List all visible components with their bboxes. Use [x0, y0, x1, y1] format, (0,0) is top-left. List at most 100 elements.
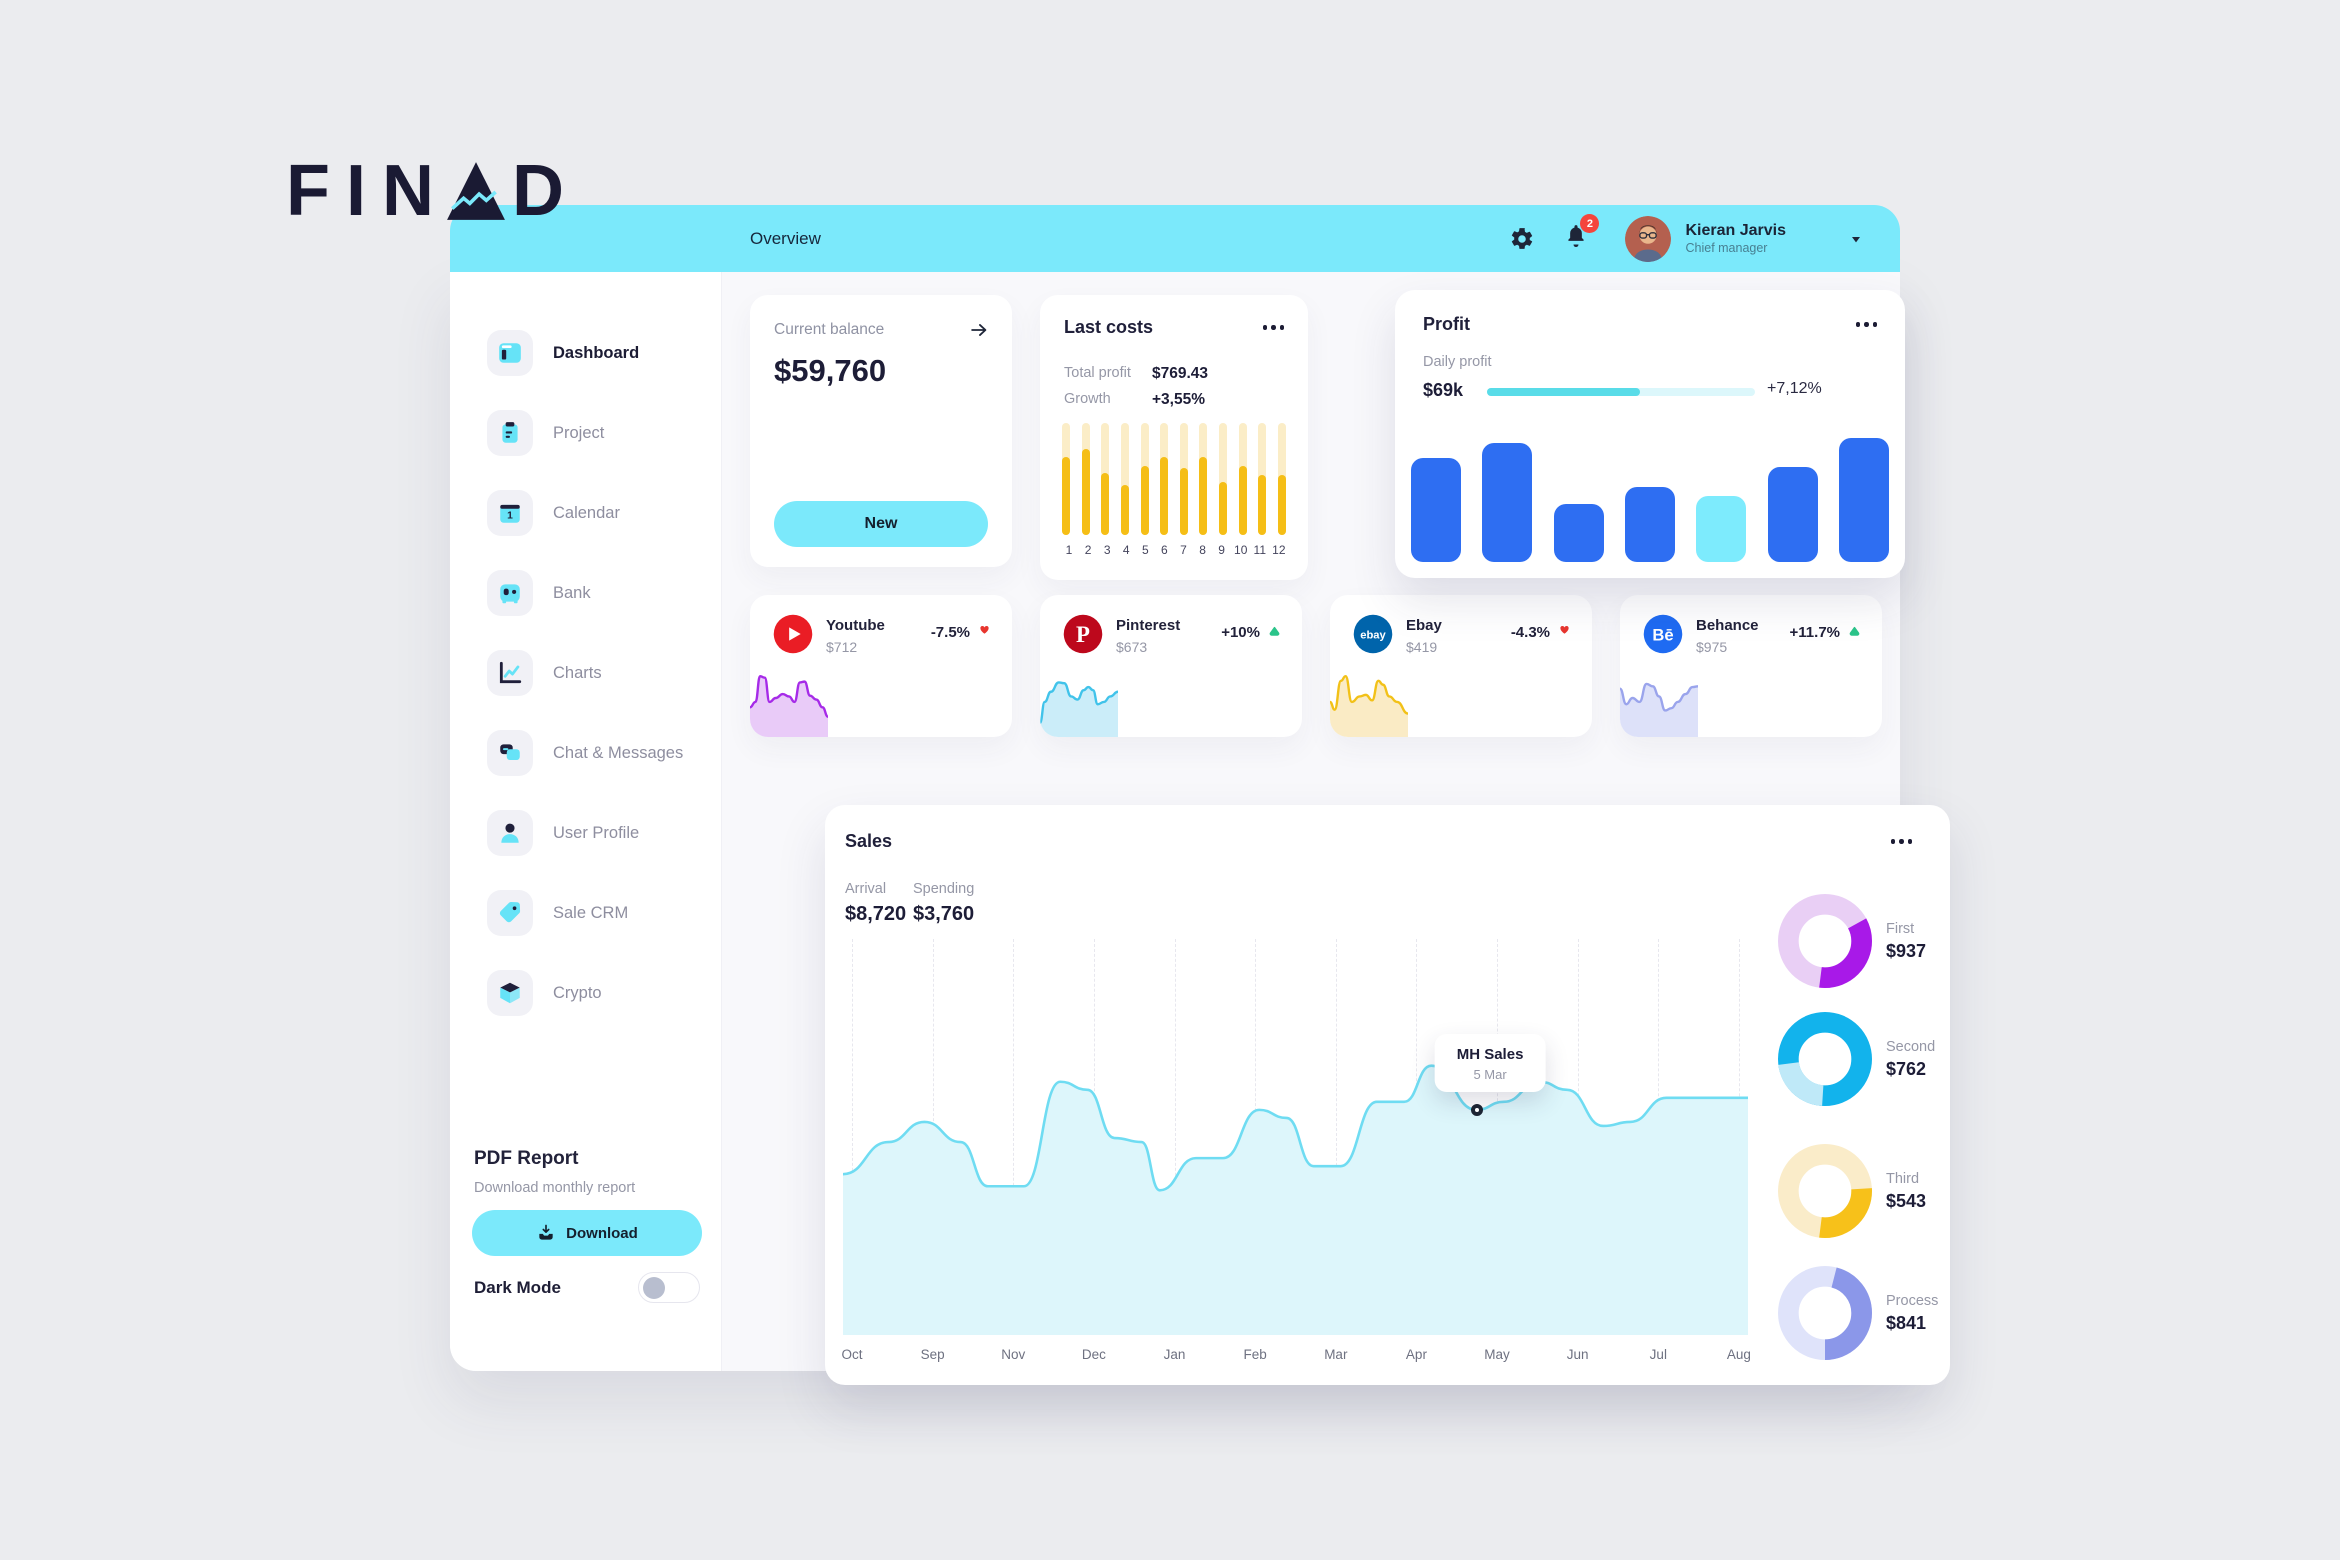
profit-bar: [1838, 437, 1889, 562]
user-role: Chief manager: [1685, 240, 1768, 255]
dark-mode-label: Dark Mode: [474, 1278, 561, 1297]
sidebar-item-dashboard[interactable]: Dashboard: [450, 330, 721, 376]
behance-icon: Bē: [1642, 613, 1684, 655]
cost-bar: [1238, 423, 1247, 535]
page-title: Overview: [750, 228, 821, 248]
profit-bar: [1482, 443, 1533, 562]
ebay-stat-card[interactable]: ebay Ebay $419 -4.3%: [1330, 595, 1592, 737]
profit-progress-fill: [1487, 388, 1640, 396]
grid-line: [1013, 939, 1015, 1335]
current-balance-card: Current balance $59,760 New: [750, 295, 1012, 567]
svg-text:ebay: ebay: [1360, 630, 1386, 642]
profit-progress-bar: [1487, 388, 1755, 396]
sparkline-chart: [1620, 659, 1698, 737]
calendar-icon: 1: [487, 490, 533, 536]
donut-label: Third: [1886, 1170, 1920, 1187]
stat-value: $975: [1696, 639, 1728, 655]
topbar-actions: 2 Kieran Jarvis: [1509, 214, 1864, 262]
profit-bar: [1624, 486, 1675, 562]
sidebar-item-label: Bank: [553, 583, 591, 602]
growth-value: +3,55%: [1152, 391, 1206, 408]
sidebar-item-crypto[interactable]: Crypto: [450, 970, 721, 1016]
trend-up-icon: [1267, 623, 1282, 642]
month-label: Nov: [1001, 1347, 1026, 1362]
download-button[interactable]: Download: [472, 1210, 702, 1256]
sidebar-item-label: Chat & Messages: [553, 743, 684, 762]
svg-text:P: P: [1076, 622, 1090, 647]
balance-title: Current balance: [774, 321, 885, 338]
stat-value: $673: [1116, 639, 1148, 655]
dark-mode-toggle[interactable]: [638, 1272, 700, 1303]
sales-area-chart: MH Sales 5 Mar: [843, 933, 1748, 1335]
user-menu[interactable]: Kieran Jarvis Chief manager: [1685, 221, 1786, 257]
growth-label: Growth: [1064, 391, 1111, 407]
sidebar-item-label: Crypto: [553, 983, 602, 1002]
sidebar-item-label: Sale CRM: [553, 903, 629, 922]
svg-text:Bē: Bē: [1652, 625, 1673, 644]
stat-name: Ebay: [1406, 617, 1442, 634]
first-donut: First $937: [1778, 890, 1926, 992]
stat-change: +10%: [1221, 624, 1260, 641]
stat-change: +11.7%: [1789, 624, 1840, 641]
total-profit-label: Total profit: [1064, 365, 1131, 381]
sidebar-item-charts[interactable]: Charts: [450, 650, 721, 696]
avatar[interactable]: [1625, 215, 1672, 262]
arrival-value: $8,720: [845, 903, 907, 925]
trend-down-icon: [977, 623, 992, 642]
sales-month-axis: Oct Sep Nov Dec Jan Feb Mar Apr May Jun Jul Aug: [841, 1347, 1751, 1367]
cost-axis-label: 12: [1272, 543, 1286, 557]
spending-label: Spending: [913, 881, 975, 897]
month-label: Jul: [1649, 1347, 1667, 1362]
donut-chart: [1778, 1012, 1872, 1106]
notifications-button[interactable]: 2: [1563, 214, 1600, 254]
sidebar-item-label: User Profile: [553, 823, 640, 842]
youtube-stat-card[interactable]: Youtube $712 -7.5%: [750, 595, 1012, 737]
youtube-icon: [772, 613, 814, 655]
last-costs-title: Last costs: [1064, 317, 1154, 337]
more-options-icon[interactable]: [1890, 839, 1912, 844]
more-options-icon[interactable]: [1262, 325, 1284, 330]
sidebar-item-chat-messages[interactable]: Chat & Messages: [450, 730, 721, 776]
donut-value: $841: [1886, 1312, 1927, 1333]
settings-gear-icon[interactable]: [1509, 226, 1535, 252]
sidebar-item-user-profile[interactable]: User Profile: [450, 810, 721, 856]
sales-card: Sales Arrival $8,720 Spending $3,760 MH …: [825, 805, 1950, 1385]
sidebar-item-bank[interactable]: Bank: [450, 570, 721, 616]
chevron-down-icon[interactable]: [1848, 231, 1864, 247]
month-label: Oct: [841, 1347, 863, 1362]
new-button[interactable]: New: [774, 501, 988, 547]
svg-text:1: 1: [507, 510, 513, 521]
mountain-icon: [447, 162, 505, 220]
pinterest-icon: P: [1062, 613, 1104, 655]
process-donut: Process $841: [1778, 1262, 1938, 1364]
sales-title: Sales: [845, 831, 893, 851]
dashboard-icon: [487, 330, 533, 376]
download-icon: [539, 1224, 553, 1240]
profit-bar: [1696, 496, 1747, 562]
behance-stat-card[interactable]: Bē Behance $975 +11.7%: [1620, 595, 1882, 737]
cost-bar: [1277, 423, 1286, 535]
cost-bar: [1160, 423, 1169, 535]
donut-value: $937: [1886, 940, 1927, 961]
sparkline-chart: [1040, 659, 1118, 737]
ebay-icon: ebay: [1352, 613, 1394, 655]
cost-bar: [1101, 423, 1110, 535]
stat-value: $712: [826, 639, 858, 655]
cost-axis-label: 4: [1122, 543, 1130, 557]
toggle-knob: [643, 1276, 665, 1299]
sidebar-item-sale-crm[interactable]: Sale CRM: [450, 890, 721, 936]
sidebar-item-project[interactable]: Project: [450, 410, 721, 456]
pinterest-stat-card[interactable]: P Pinterest $673 +10%: [1040, 595, 1302, 737]
sidebar-item-calendar[interactable]: 1 Calendar: [450, 490, 721, 536]
donut-label: First: [1886, 920, 1915, 937]
more-options-icon[interactable]: [1855, 322, 1877, 327]
stat-name: Pinterest: [1116, 617, 1181, 634]
stat-value: $419: [1406, 639, 1438, 655]
trend-up-icon: [1847, 623, 1862, 642]
sale-icon: [487, 890, 533, 936]
topbar: Overview 2: [450, 205, 1900, 272]
cost-axis-label: 7: [1180, 543, 1187, 557]
arrow-right-icon[interactable]: [968, 319, 990, 341]
user-name: Kieran Jarvis: [1685, 221, 1786, 239]
